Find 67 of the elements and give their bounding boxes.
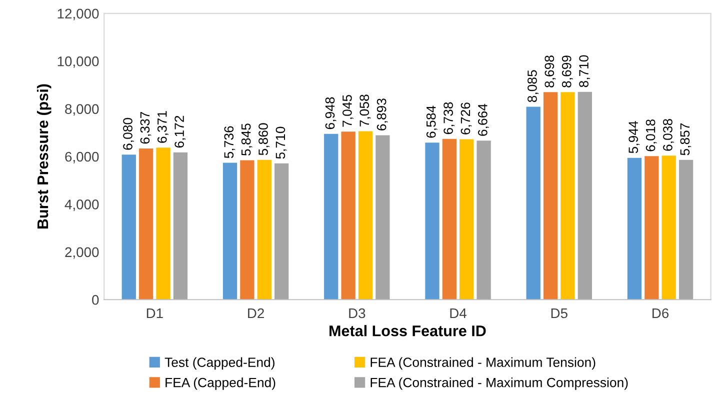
data-label: 6,038 xyxy=(663,118,674,151)
bar xyxy=(543,92,558,300)
data-label: 6,726 xyxy=(460,102,472,134)
data-label: 6,018 xyxy=(646,119,657,152)
bar xyxy=(460,139,474,300)
bar xyxy=(122,154,136,300)
data-label: 5,860 xyxy=(258,123,270,156)
y-tick-label: 4,000 xyxy=(64,200,99,212)
x-tick-label: D1 xyxy=(146,308,163,318)
y-tick-label: 8,000 xyxy=(65,104,99,116)
x-tick-label: D6 xyxy=(652,308,669,318)
data-label: 8,710 xyxy=(579,55,590,88)
data-label: 6,080 xyxy=(123,118,134,150)
data-label: 6,337 xyxy=(140,112,152,144)
y-axis-title: Burst Pressure (psi) xyxy=(36,84,52,229)
data-label: 5,736 xyxy=(224,126,236,158)
bar xyxy=(476,140,491,300)
bar xyxy=(324,134,338,300)
data-label: 7,058 xyxy=(360,94,371,126)
y-tick-label: 0 xyxy=(92,294,99,305)
data-label: 8,698 xyxy=(544,56,556,88)
data-label: 6,584 xyxy=(426,106,438,138)
data-label: 8,699 xyxy=(562,56,573,88)
bar xyxy=(376,135,390,300)
bar xyxy=(257,160,272,300)
data-label: 5,944 xyxy=(628,121,640,154)
legend-label: FEA (Constrained - Maximum Tension) xyxy=(370,357,596,370)
bar xyxy=(662,156,676,300)
bar xyxy=(173,152,188,300)
bar xyxy=(678,160,694,300)
data-label: 7,045 xyxy=(342,94,354,127)
data-label: 6,664 xyxy=(478,104,489,136)
y-tick-label: 2,000 xyxy=(65,247,99,259)
bar xyxy=(341,132,356,300)
y-tick-label: 6,000 xyxy=(65,152,99,164)
bar xyxy=(358,131,373,300)
bar xyxy=(138,148,154,300)
x-tick-label: D2 xyxy=(248,308,264,318)
bar xyxy=(425,142,440,300)
data-label: 6,893 xyxy=(376,98,388,130)
legend-label: FEA (Capped-End) xyxy=(166,378,276,390)
legend-label: FEA (Constrained - Maximum Compression) xyxy=(370,378,628,390)
bar xyxy=(442,138,457,300)
data-label: 5,845 xyxy=(241,124,252,156)
bar xyxy=(156,148,170,300)
bar xyxy=(644,156,659,300)
data-label: 8,085 xyxy=(528,70,538,102)
y-tick-label: 12,000 xyxy=(58,8,99,20)
data-label: 6,371 xyxy=(157,111,168,143)
bar xyxy=(274,163,289,300)
legend-label: Test (Capped-End) xyxy=(164,357,274,370)
y-tick-label: 10,000 xyxy=(58,56,99,68)
bar xyxy=(560,92,575,300)
x-tick-label: D3 xyxy=(349,308,366,318)
bar xyxy=(240,160,254,300)
x-tick-label: D5 xyxy=(551,308,568,318)
bar xyxy=(222,162,238,300)
bar xyxy=(578,92,592,300)
x-axis-title: Metal Loss Feature ID xyxy=(330,325,486,336)
data-label: 5,857 xyxy=(680,123,692,156)
data-label: 6,738 xyxy=(444,102,455,134)
x-tick-label: D4 xyxy=(450,308,466,318)
bar xyxy=(627,158,642,300)
data-label: 5,710 xyxy=(276,126,287,159)
data-label: 6,172 xyxy=(174,116,186,148)
data-label: 6,948 xyxy=(325,97,336,130)
bar xyxy=(526,106,540,300)
